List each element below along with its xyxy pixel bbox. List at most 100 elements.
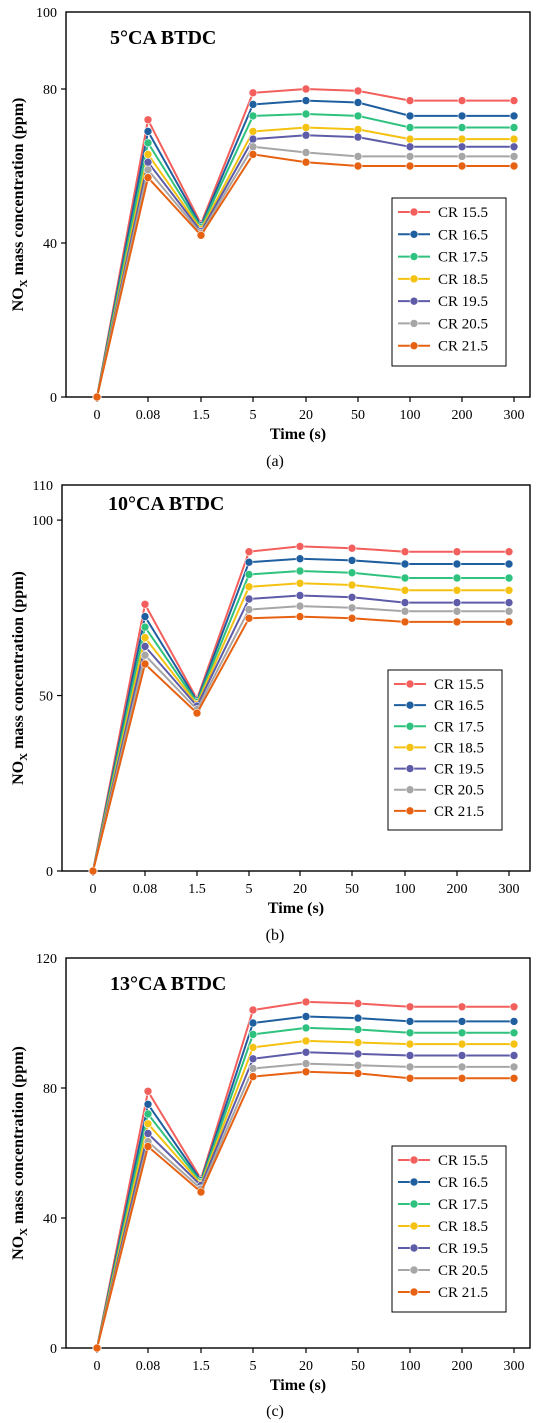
legend-swatch-marker	[409, 1177, 419, 1187]
legend-swatch-marker	[405, 721, 415, 731]
legend-swatch-marker	[409, 1221, 419, 1231]
data-point	[347, 543, 357, 553]
chart-panel-b: 10°CA BTDC 0 50 100 110 0 0.08 1.5 5 20 50 100 200 30…	[0, 474, 550, 948]
data-point	[509, 152, 519, 161]
data-point	[347, 580, 357, 590]
data-point	[400, 559, 410, 569]
data-point	[347, 614, 357, 623]
data-point	[140, 600, 150, 609]
data-point	[347, 556, 357, 565]
x-tick-label: 5	[246, 882, 253, 897]
data-point	[504, 598, 514, 607]
data-point	[509, 1062, 519, 1072]
data-point	[457, 1039, 467, 1049]
data-point	[405, 96, 415, 105]
legend-label: CR 15.5	[438, 205, 488, 221]
data-point	[143, 157, 153, 167]
x-tick-label: 100	[395, 882, 416, 897]
x-tick-label: 100	[400, 1359, 421, 1374]
y-axis-title-main: NO	[10, 1236, 27, 1260]
data-point	[509, 96, 519, 105]
x-tick-label: 0.08	[133, 882, 158, 897]
legend-label: CR 18.5	[438, 272, 488, 288]
legend-swatch-marker	[409, 341, 419, 351]
legend-label: CR 20.5	[438, 1263, 488, 1279]
data-point	[248, 88, 258, 98]
legend-swatch-marker	[409, 296, 419, 306]
data-point	[452, 573, 462, 583]
data-point	[353, 999, 363, 1008]
data-point	[143, 115, 153, 125]
x-tick-label: 300	[504, 408, 525, 423]
data-point	[301, 1036, 311, 1046]
data-point	[405, 161, 415, 171]
data-point	[295, 591, 305, 600]
legend-box	[391, 197, 507, 367]
y-axis-title-main: NO	[10, 761, 27, 785]
data-point	[248, 150, 258, 159]
y-axis-title: NOX mass concentration (ppm)	[10, 98, 30, 312]
data-point	[457, 96, 467, 105]
plot-title: 10°CA BTDC	[108, 493, 224, 515]
data-point	[143, 1142, 153, 1151]
x-tick-label: 5	[250, 408, 257, 423]
data-point	[457, 1028, 467, 1038]
data-point	[353, 1049, 363, 1059]
data-point	[452, 598, 462, 607]
y-axis-title: NOX mass concentration (ppm)	[10, 571, 30, 785]
data-point	[301, 130, 311, 140]
data-point	[405, 123, 415, 132]
data-point	[140, 612, 150, 621]
legend-label: CR 19.5	[434, 762, 484, 778]
figure-caption: (b)	[266, 927, 285, 944]
data-point	[405, 1028, 415, 1038]
chart-svg-b: 10°CA BTDC 0 50 100 110 0 0.08 1.5 5 20 50 100 200 30…	[10, 479, 531, 944]
data-point	[509, 134, 519, 144]
y-tick-label: 100	[36, 6, 57, 21]
y-tick-label: 0	[46, 865, 53, 880]
data-point	[353, 125, 363, 134]
data-point	[457, 111, 467, 121]
data-point	[347, 603, 357, 613]
data-point	[143, 127, 153, 136]
data-point	[92, 392, 102, 402]
data-point	[405, 1051, 415, 1060]
data-point	[143, 1087, 153, 1096]
data-point	[353, 152, 363, 161]
data-point	[504, 547, 514, 556]
data-point	[400, 607, 410, 616]
y-axis-title-main: NO	[10, 287, 27, 311]
legend-swatch-marker	[409, 252, 419, 261]
data-point	[405, 152, 415, 161]
legend-label: CR 15.5	[434, 677, 484, 693]
data-point	[295, 554, 305, 563]
x-tick-label: 200	[452, 1359, 473, 1374]
legend-swatch-marker	[409, 319, 419, 328]
legend-swatch-marker	[405, 764, 415, 773]
data-point	[140, 633, 150, 642]
data-point	[457, 1051, 467, 1060]
data-point	[353, 1013, 363, 1023]
x-tick-label: 0	[94, 1359, 101, 1374]
data-point	[457, 161, 467, 171]
data-point	[295, 566, 305, 576]
data-point	[353, 132, 363, 142]
x-tick-label: 0.08	[136, 1359, 161, 1374]
legend-swatch-marker	[405, 806, 415, 816]
data-point	[244, 594, 254, 604]
data-point	[400, 598, 410, 607]
legend-label: CR 16.5	[438, 1175, 488, 1191]
data-point	[140, 642, 150, 651]
x-axis-title: Time (s)	[270, 1377, 326, 1394]
legend-swatch-marker	[405, 679, 415, 689]
data-point	[248, 1064, 258, 1073]
data-point	[405, 134, 415, 144]
data-point	[353, 1038, 363, 1047]
legend-label: CR 21.5	[434, 804, 484, 820]
data-point	[248, 1018, 258, 1028]
data-point	[143, 150, 153, 159]
x-tick-label: 5	[250, 1359, 257, 1374]
data-point	[457, 1062, 467, 1072]
x-tick-label: 50	[351, 1359, 365, 1374]
data-point	[405, 1039, 415, 1049]
